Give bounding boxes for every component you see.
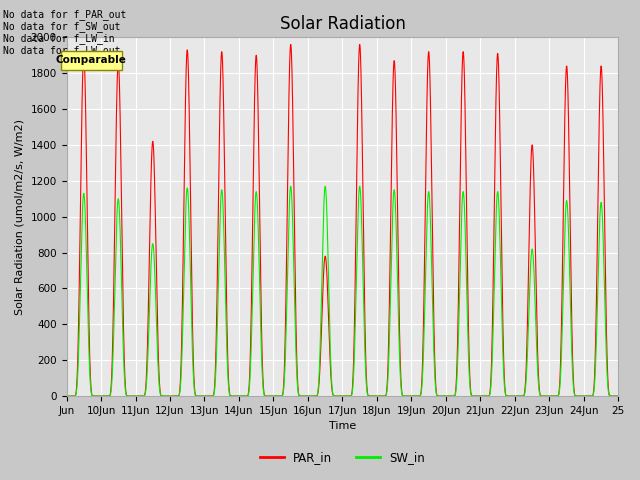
Text: Comparable: Comparable [56, 56, 127, 65]
X-axis label: Time: Time [329, 421, 356, 432]
Text: No data for f_SW_out: No data for f_SW_out [3, 21, 121, 32]
Legend: PAR_in, SW_in: PAR_in, SW_in [255, 447, 429, 469]
Y-axis label: Solar Radiation (umol/m2/s, W/m2): Solar Radiation (umol/m2/s, W/m2) [15, 119, 25, 315]
Text: No data for f_LW_out: No data for f_LW_out [3, 45, 121, 56]
Text: No data for f_LW_in: No data for f_LW_in [3, 33, 115, 44]
Title: Solar Radiation: Solar Radiation [280, 15, 405, 33]
Text: No data for f_PAR_out: No data for f_PAR_out [3, 9, 127, 20]
